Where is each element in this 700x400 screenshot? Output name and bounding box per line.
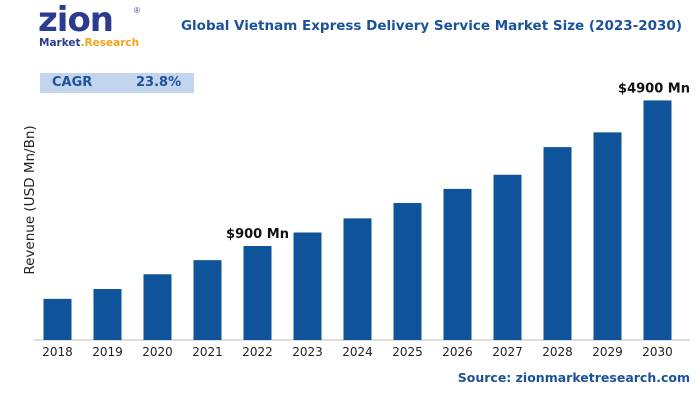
source-credit: Source: zionmarketresearch.com [457,370,690,385]
x-tick-label: 2028 [542,345,573,359]
logo-subtitle: Market.Research [39,37,139,49]
bar-2018 [43,298,72,340]
logo-sub-research: .Research [80,37,140,49]
cagr-value: 23.8% [136,75,182,90]
bar-2019 [93,289,122,340]
x-tick-label: 2027 [492,345,523,359]
x-tick-label: 2025 [392,345,423,359]
logo-registered-mark: ® [134,6,140,15]
x-tick-label: 2024 [342,345,373,359]
x-tick-label: 2023 [292,345,323,359]
x-tick-label: 2018 [42,345,73,359]
bar-2022 [243,246,272,340]
bar-2021 [193,260,222,340]
x-tick-label: 2022 [242,345,273,359]
logo-sub-market: Market [39,37,81,49]
bar-2023 [293,232,322,340]
data-label-2022: $900 Mn [226,227,289,242]
x-tick-label: 2020 [142,345,173,359]
x-tick-label: 2026 [442,345,473,359]
chart-title: Global Vietnam Express Delivery Service … [180,18,682,34]
bar-2026 [443,188,472,340]
bar-2024 [343,218,372,340]
x-tick-label: 2021 [192,345,223,359]
bar-2030 [643,100,672,340]
cagr-label: CAGR [52,75,93,90]
x-tick-label: 2030 [642,345,673,359]
x-tick-label: 2019 [92,345,123,359]
bar-2029 [593,132,622,340]
bar-2020 [143,274,172,340]
data-label-2030: $4900 Mn [618,81,690,96]
x-tick-label: 2029 [592,345,623,359]
bar-2027 [493,174,522,340]
bar-2025 [393,203,422,340]
zion-logo: zion ® Market.Research [38,0,148,52]
cagr-box: CAGR 23.8% [40,73,194,93]
bar-2028 [543,147,572,340]
logo-wordmark: zion [38,0,114,40]
